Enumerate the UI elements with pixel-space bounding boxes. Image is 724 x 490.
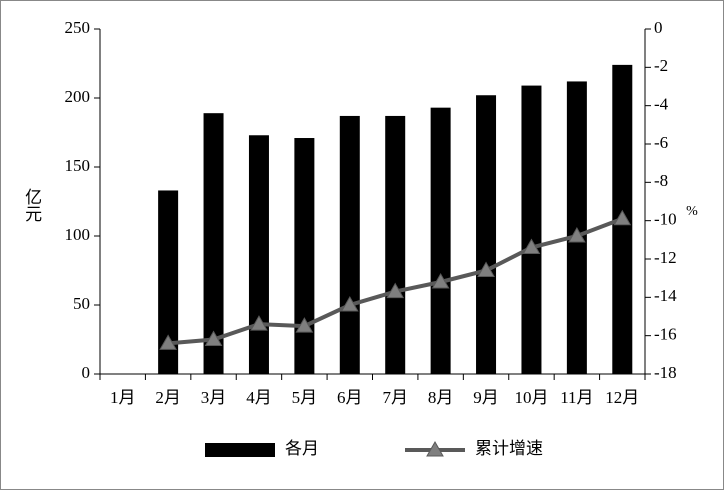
y2-axis-label: % bbox=[686, 204, 698, 219]
bar bbox=[294, 138, 315, 374]
legend-swatch bbox=[205, 443, 275, 457]
y-tick-label: 250 bbox=[65, 18, 91, 37]
y-tick-label: 200 bbox=[65, 87, 91, 106]
bar bbox=[430, 107, 451, 374]
x-tick-label: 12月 bbox=[605, 388, 639, 407]
line-marker bbox=[431, 272, 450, 289]
x-tick-label: 9月 bbox=[473, 388, 499, 407]
y2-tick-label: -16 bbox=[654, 325, 677, 344]
bar bbox=[158, 190, 179, 374]
line-marker bbox=[568, 226, 586, 243]
line-marker bbox=[613, 209, 632, 226]
x-tick-label: 1月 bbox=[110, 388, 136, 407]
legend-swatch bbox=[426, 440, 444, 457]
line-marker bbox=[522, 238, 541, 254]
y2-tick-label: -2 bbox=[654, 56, 668, 75]
x-tick-label: 2月 bbox=[155, 388, 181, 407]
line-marker bbox=[295, 317, 314, 333]
bar bbox=[339, 115, 360, 374]
x-tick-label: 5月 bbox=[292, 388, 318, 407]
y-tick-label: 50 bbox=[73, 294, 90, 313]
y2-tick-label: -8 bbox=[654, 171, 668, 190]
y2-tick-label: 0 bbox=[654, 18, 663, 37]
y-axis-label: 亿元 bbox=[22, 188, 42, 222]
bar bbox=[385, 115, 406, 374]
legend-label: 各月 bbox=[285, 439, 319, 458]
line-marker bbox=[477, 261, 495, 277]
y-tick-label: 0 bbox=[82, 363, 91, 382]
bar bbox=[248, 135, 269, 374]
y2-tick-label: -6 bbox=[654, 133, 668, 152]
y2-tick-label: -4 bbox=[654, 95, 669, 114]
y2-tick-label: -10 bbox=[654, 210, 677, 229]
line-marker bbox=[204, 330, 223, 346]
line-marker bbox=[386, 282, 405, 299]
line-marker bbox=[159, 334, 177, 350]
bar bbox=[476, 95, 497, 375]
legend-label: 累计增速 bbox=[475, 439, 543, 458]
y-tick-label: 150 bbox=[65, 156, 91, 175]
line-marker bbox=[250, 315, 268, 331]
x-tick-label: 7月 bbox=[382, 388, 408, 407]
bar bbox=[521, 85, 542, 374]
bar bbox=[203, 113, 224, 375]
x-tick-label: 8月 bbox=[428, 388, 454, 407]
x-tick-label: 10月 bbox=[514, 388, 548, 407]
y2-tick-label: -18 bbox=[654, 363, 677, 382]
y2-tick-label: -12 bbox=[654, 248, 677, 267]
x-tick-label: 6月 bbox=[337, 388, 363, 407]
x-tick-label: 11月 bbox=[560, 388, 593, 407]
x-tick-label: 3月 bbox=[201, 388, 227, 407]
line-marker bbox=[340, 295, 359, 312]
x-tick-label: 4月 bbox=[246, 388, 272, 407]
y2-tick-label: -14 bbox=[654, 286, 677, 305]
y-tick-label: 100 bbox=[65, 225, 91, 244]
